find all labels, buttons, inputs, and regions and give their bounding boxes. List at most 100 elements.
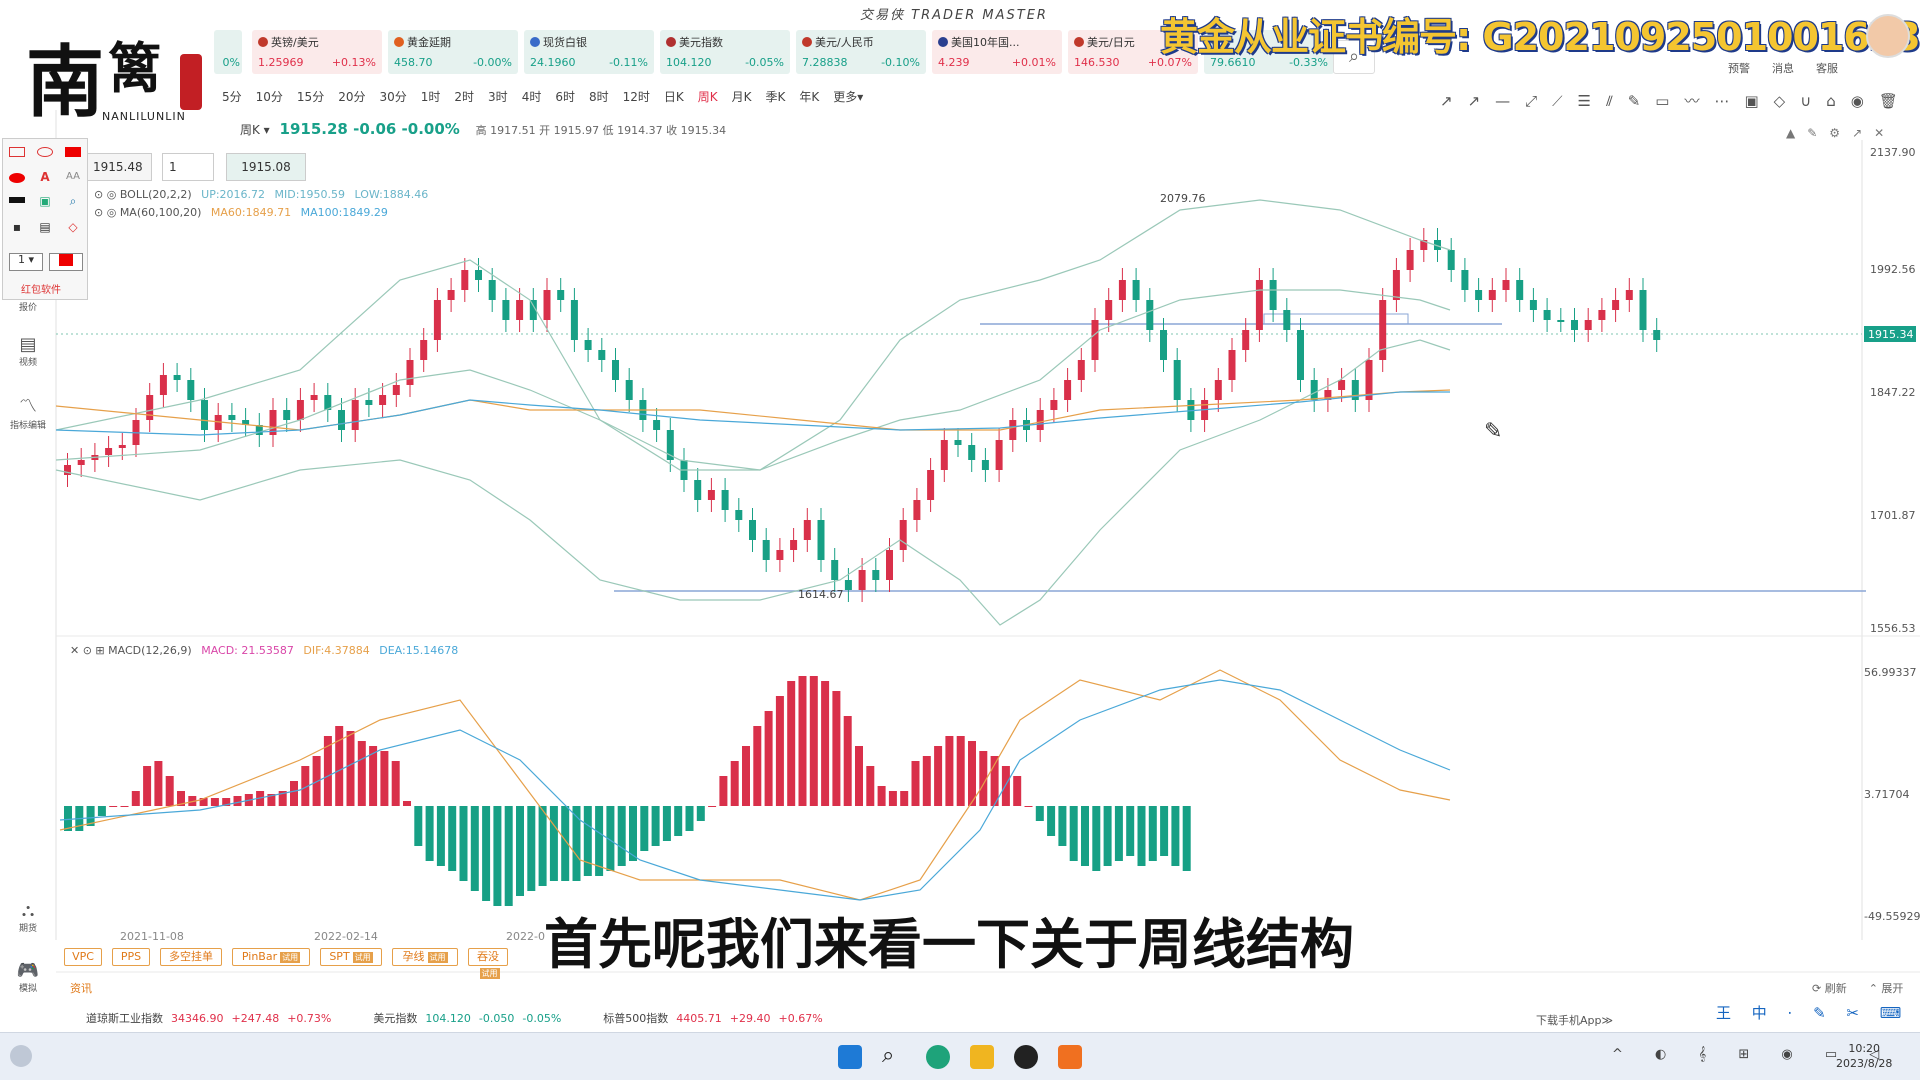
index-name[interactable]: 道琼斯工业指数 <box>86 1012 163 1025</box>
period-tab[interactable]: 30分 <box>379 90 407 104</box>
start-icon[interactable] <box>838 1045 862 1069</box>
period-tab[interactable]: 日K <box>663 90 684 104</box>
draw-tool-icon[interactable]: ↗ <box>1440 92 1468 110</box>
ime-icon[interactable]: 王 中 ⋅ ✎ ✂ ⌨ 👕 ⚙ <box>1716 1004 1920 1022</box>
top-link[interactable]: 预警 <box>1728 62 1750 75</box>
period-tab[interactable]: 年K <box>799 90 820 104</box>
sidebar-item[interactable]: 〽指标编辑 <box>8 392 48 431</box>
zoom-icon[interactable]: ⌕ <box>69 194 77 208</box>
draw-tool-icon[interactable]: — <box>1495 92 1526 110</box>
line-width-icon[interactable] <box>9 197 25 203</box>
draw-tool-icon[interactable]: ∪ <box>1800 92 1827 110</box>
tray-icons[interactable]: ^ ◐ 𝄞 ⊞ ◉ ▭ ◁ <box>1612 1047 1894 1062</box>
index-name[interactable]: 美元指数 <box>373 1012 418 1025</box>
draw-tool-icon[interactable]: ◉ <box>1850 92 1879 110</box>
ellipse-tool-icon[interactable] <box>37 147 53 157</box>
ticker-card[interactable]: 黄金延期 458.70 -0.00% <box>388 30 518 74</box>
period-tab[interactable]: 15分 <box>296 90 325 104</box>
draw-tool-icon[interactable]: ✎ <box>1627 92 1656 110</box>
indicator-tab[interactable]: 孕线 试用 <box>392 948 458 966</box>
rectangle-tool-icon[interactable] <box>9 147 25 157</box>
ticker-card[interactable]: 英镑/美元 1.25969 +0.13% <box>252 30 382 74</box>
screen-icon[interactable]: ▣ <box>39 194 51 208</box>
period-tab[interactable]: 5分 <box>222 90 242 104</box>
panel-icon[interactable]: ▲ <box>1786 126 1808 140</box>
fill-rect-tool-icon[interactable] <box>65 147 81 157</box>
font-tool-icon[interactable]: AA <box>66 171 80 182</box>
text-tool-icon[interactable]: A <box>40 170 50 184</box>
eye-icon[interactable]: ⊙ ◎ <box>94 188 117 201</box>
draw-tool-icon[interactable]: ◇ <box>1773 92 1801 110</box>
media-icon[interactable] <box>1014 1045 1038 1069</box>
quantity-stepper[interactable]: 1 <box>162 153 214 181</box>
price-b-field[interactable]: 1915.08 <box>226 153 306 181</box>
indicator-tab[interactable]: VPC <box>64 948 102 966</box>
top-link[interactable]: 客服 <box>1816 62 1838 75</box>
panel-icon[interactable]: ↗ <box>1852 126 1875 140</box>
refresh-link[interactable]: ⌃ 展开 <box>1868 982 1904 995</box>
pen-app-icon[interactable] <box>970 1045 994 1069</box>
price-a-field[interactable]: 1915.48 <box>86 153 152 181</box>
eraser-icon[interactable]: ◇ <box>68 220 78 234</box>
indicator-tab[interactable]: PinBar 试用 <box>232 948 310 966</box>
open-icon[interactable]: ▤ <box>39 220 51 234</box>
indicator-tab[interactable]: SPT 试用 <box>320 948 382 966</box>
ticker-card[interactable]: 美国10年国... 4.239 +0.01% <box>932 30 1062 74</box>
draw-tool-icon[interactable]: ▣ <box>1744 92 1774 110</box>
ticker-card[interactable]: 现货白银 24.1960 -0.11% <box>524 30 654 74</box>
news-label[interactable]: 资讯 <box>70 982 92 995</box>
draw-tool-icon[interactable]: ⋯ <box>1714 92 1745 110</box>
zone-box[interactable] <box>1263 313 1409 325</box>
refresh-link[interactable]: ⟳ 刷新 <box>1812 982 1847 995</box>
ticker-card[interactable]: 美元指数 104.120 -0.05% <box>660 30 790 74</box>
chart-area[interactable]: 2137.90 1992.56 1847.22 1701.87 1556.53 1915.… <box>0 0 1920 1000</box>
ticker-card[interactable]: 美元/日元 146.530 +0.07% <box>1068 30 1198 74</box>
draw-tool-icon[interactable]: ▭ <box>1655 92 1685 110</box>
period-tab[interactable]: 3时 <box>488 90 508 104</box>
indicator-tab[interactable]: 吞没试用 <box>468 948 508 979</box>
period-tab[interactable]: 月K <box>731 90 752 104</box>
save-icon[interactable]: ▪ <box>12 220 22 234</box>
draw-tool-icon[interactable]: ⤢ <box>1525 92 1553 110</box>
draw-tool-icon[interactable]: ⌂ <box>1826 92 1851 110</box>
period-tab[interactable]: 6时 <box>555 90 575 104</box>
period-tab[interactable]: 2时 <box>454 90 475 104</box>
draw-tool-icon[interactable]: ⟋ <box>1552 92 1578 110</box>
search-icon[interactable]: ⌕ <box>882 1043 895 1068</box>
sidebar-item[interactable]: ⛬ 期货 <box>8 900 48 934</box>
period-tab[interactable]: 周K <box>697 90 718 104</box>
clock[interactable]: 10:20 2023/8/28 <box>1836 1041 1892 1071</box>
period-tab[interactable]: 8时 <box>588 90 609 104</box>
widgets-icon[interactable] <box>10 1045 32 1067</box>
avatar[interactable] <box>1866 14 1910 58</box>
period-tab[interactable]: 10分 <box>255 90 283 104</box>
fill-ellipse-tool-icon[interactable] <box>9 173 25 183</box>
indicator-tab[interactable]: PPS <box>112 948 150 966</box>
top-link[interactable]: 消息 <box>1772 62 1794 75</box>
panel-icon[interactable]: ⚙ <box>1829 126 1853 140</box>
period-tab[interactable]: 4时 <box>521 90 542 104</box>
eye-icon[interactable]: ⊙ ◎ <box>94 206 117 219</box>
period-selector[interactable]: 周K ▾ <box>240 123 270 137</box>
draw-tool-icon[interactable]: 〰 <box>1684 92 1715 110</box>
period-tab[interactable]: 1时 <box>420 90 441 104</box>
download-app-link[interactable]: 下载手机App≫ <box>1536 1014 1614 1027</box>
period-tab[interactable]: 20分 <box>338 90 366 104</box>
period-tab[interactable]: 12时 <box>622 90 650 104</box>
close-icon[interactable]: ✕ ⊙ ⊞ <box>70 644 105 657</box>
ticker-card[interactable]: 美元/人民币 7.28838 -0.10% <box>796 30 926 74</box>
draw-tool-icon[interactable]: 🗑 <box>1878 92 1913 110</box>
draw-tool-icon[interactable]: ☰ <box>1577 92 1606 110</box>
sidebar-item[interactable]: ▤ 视频 <box>8 334 48 368</box>
color-select[interactable] <box>49 253 83 271</box>
panel-icon[interactable]: ✕ <box>1874 126 1897 140</box>
sidebar-item[interactable]: 报价 <box>8 300 48 313</box>
search-button[interactable]: ⌕ <box>1333 40 1375 74</box>
trader-app-icon[interactable] <box>1058 1045 1082 1069</box>
draw-tool-icon[interactable]: ↗ <box>1467 92 1496 110</box>
panel-icon[interactable]: ✎ <box>1807 126 1830 140</box>
draw-tool-icon[interactable]: ⫽ <box>1605 92 1628 110</box>
sidebar-item[interactable]: 🎮 模拟 <box>8 960 48 994</box>
ticker-card[interactable]: 79.6610 -0.33% <box>1204 30 1334 74</box>
indicator-tab[interactable]: 多空挂单 <box>160 948 222 966</box>
